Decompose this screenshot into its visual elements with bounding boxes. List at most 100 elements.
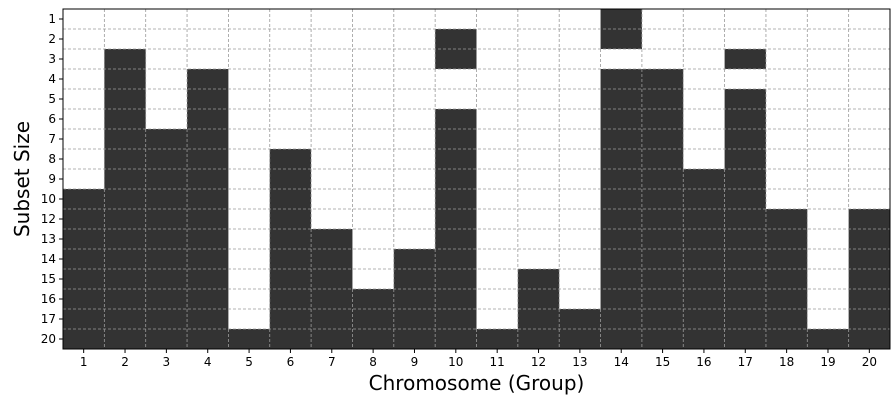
heatmap-cell <box>600 229 643 250</box>
heatmap-cell <box>63 249 105 270</box>
heatmap-cell <box>724 149 767 170</box>
heatmap-cell <box>187 189 229 210</box>
heatmap-cell <box>435 69 477 90</box>
heatmap-cell <box>435 269 477 290</box>
heatmap-cell <box>559 89 601 110</box>
heatmap-cell <box>641 229 684 250</box>
heatmap-cell <box>476 309 519 330</box>
heatmap-cell <box>641 169 684 190</box>
heatmap-cell <box>848 149 891 170</box>
heatmap-cell <box>517 269 560 290</box>
heatmap-cell <box>393 149 436 170</box>
heatmap-cell <box>269 89 312 110</box>
heatmap-cell <box>559 149 601 170</box>
heatmap-cell <box>724 69 767 90</box>
heatmap-cell <box>600 289 643 310</box>
heatmap-cell <box>517 249 560 270</box>
heatmap-cell <box>393 129 436 150</box>
heatmap-cell <box>683 129 725 150</box>
heatmap-cell <box>311 189 353 210</box>
heatmap-cell <box>807 69 850 90</box>
heatmap-cell <box>145 229 188 250</box>
heatmap-cell <box>63 169 105 190</box>
heatmap-cell <box>352 29 395 50</box>
heatmap-cell <box>807 309 850 330</box>
x-tick-label: 5 <box>245 355 253 369</box>
y-tick-label: 7 <box>48 132 56 146</box>
heatmap-cell <box>765 229 808 250</box>
heatmap-cell <box>807 129 850 150</box>
heatmap-cell <box>765 329 808 350</box>
heatmap-cell <box>352 69 395 90</box>
y-tick-label: 4 <box>48 72 56 86</box>
y-tick-label: 10 <box>41 192 56 206</box>
x-tick-label: 2 <box>121 355 129 369</box>
y-tick-label: 17 <box>41 312 56 326</box>
heatmap-cell <box>641 249 684 270</box>
heatmap-cell <box>393 89 436 110</box>
heatmap-cell <box>765 89 808 110</box>
heatmap-cell <box>435 309 477 330</box>
heatmap-cell <box>683 9 725 30</box>
heatmap-cell <box>269 229 312 250</box>
heatmap-cell <box>683 209 725 230</box>
heatmap-cell <box>63 189 105 210</box>
y-tick-label: 3 <box>48 52 56 66</box>
heatmap-cell <box>311 329 353 350</box>
heatmap-cell <box>724 269 767 290</box>
heatmap-cell <box>683 309 725 330</box>
heatmap-cell <box>63 309 105 330</box>
heatmap-cell <box>848 69 891 90</box>
heatmap-cell <box>559 9 601 30</box>
heatmap-cell <box>145 69 188 90</box>
heatmap-cell <box>145 29 188 50</box>
heatmap-cell <box>724 29 767 50</box>
heatmap-cell <box>641 29 684 50</box>
heatmap-cell <box>765 149 808 170</box>
heatmap-cell <box>228 229 271 250</box>
y-tick-label: 20 <box>41 332 56 346</box>
heatmap-cell <box>559 169 601 190</box>
heatmap-cell <box>848 229 891 250</box>
heatmap-cell <box>145 89 188 110</box>
y-tick-label: 2 <box>48 32 56 46</box>
heatmap-cell <box>352 109 395 130</box>
heatmap-cell <box>269 209 312 230</box>
heatmap-cell <box>104 169 147 190</box>
heatmap-cell <box>104 89 147 110</box>
heatmap-cell <box>393 269 436 290</box>
heatmap-cell <box>63 289 105 310</box>
heatmap-cell <box>559 109 601 130</box>
heatmap-cell <box>765 249 808 270</box>
heatmap-cell <box>559 49 601 70</box>
heatmap-cell <box>848 309 891 330</box>
heatmap-cell <box>476 49 519 70</box>
heatmap-cell <box>476 249 519 270</box>
heatmap-cell <box>600 269 643 290</box>
heatmap-cell <box>435 189 477 210</box>
heatmap-cell <box>559 329 601 350</box>
heatmap-cell <box>807 109 850 130</box>
heatmap-cell <box>724 229 767 250</box>
heatmap-cell <box>848 9 891 30</box>
x-tick-label: 3 <box>163 355 171 369</box>
heatmap-cell <box>435 169 477 190</box>
heatmap-cell <box>848 89 891 110</box>
x-tick-label: 9 <box>411 355 419 369</box>
heatmap-cell <box>311 109 353 130</box>
heatmap-cell <box>435 289 477 310</box>
heatmap-cell <box>187 29 229 50</box>
heatmap-cell <box>683 189 725 210</box>
heatmap-cell <box>311 89 353 110</box>
heatmap-cell <box>476 69 519 90</box>
heatmap-cell <box>63 209 105 230</box>
heatmap-cell <box>517 229 560 250</box>
heatmap-cell <box>517 9 560 30</box>
heatmap-cell <box>517 149 560 170</box>
heatmap-cell <box>393 329 436 350</box>
heatmap-cell <box>435 149 477 170</box>
heatmap-cell <box>393 9 436 30</box>
heatmap-cell <box>476 209 519 230</box>
heatmap-cell <box>352 289 395 310</box>
